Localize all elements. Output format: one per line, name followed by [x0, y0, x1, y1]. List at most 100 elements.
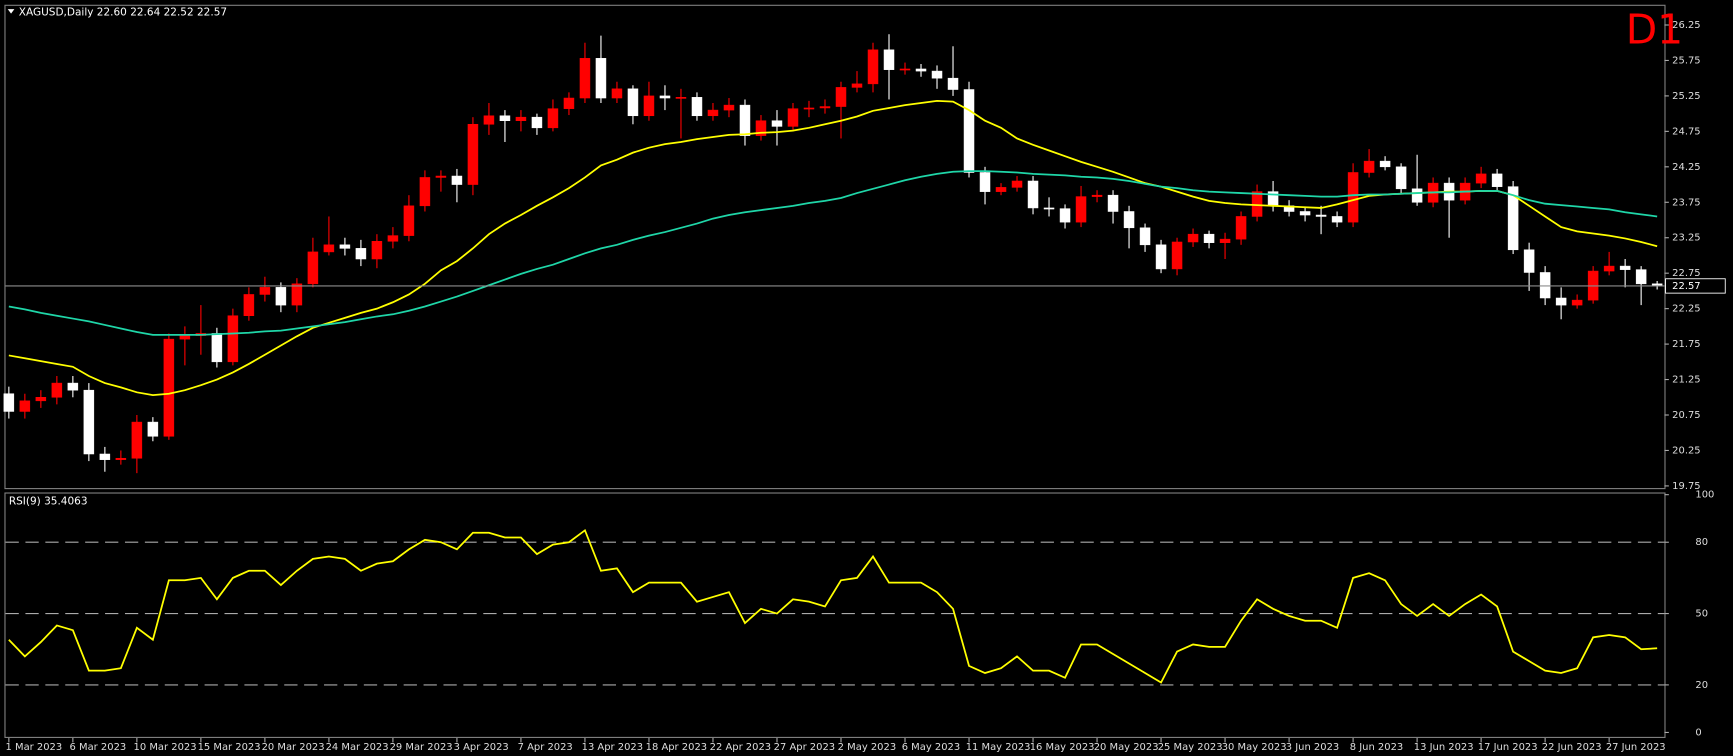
candle-body	[531, 116, 543, 129]
candle-body	[1219, 238, 1231, 243]
candle-body	[1091, 194, 1103, 197]
candle-body	[355, 248, 367, 260]
candle-body	[211, 333, 223, 363]
x-tick-label: 20 May 2023	[1094, 742, 1159, 753]
candle-body	[1011, 180, 1023, 188]
candle-body	[803, 107, 815, 110]
y-tick-label: 22.75	[1672, 268, 1700, 279]
rsi-panel-frame	[4, 492, 1666, 738]
y-tick-label: 22.25	[1672, 304, 1700, 315]
candle-body	[755, 120, 767, 136]
candle-body	[579, 58, 591, 99]
y-tick-label: 23.75	[1672, 197, 1700, 208]
candle-body	[771, 120, 783, 127]
candle-body	[995, 187, 1007, 192]
x-tick-label: 10 Mar 2023	[134, 742, 197, 753]
x-tick-label: 6 May 2023	[902, 742, 960, 753]
candle-body	[1331, 216, 1343, 223]
candle-body	[515, 116, 527, 122]
candle-body	[499, 115, 511, 122]
candle-body	[1395, 166, 1407, 190]
candle-body	[563, 97, 575, 109]
candle-body	[627, 88, 639, 117]
main-panel-frame	[4, 4, 1666, 490]
candle-body	[1155, 244, 1167, 270]
menu-arrow	[7, 9, 15, 14]
candle-body	[1507, 186, 1519, 251]
y-tick-label: 25.25	[1672, 91, 1700, 102]
candle-body	[259, 287, 271, 295]
y-tick-label: 80	[1695, 537, 1708, 548]
candle-body	[435, 175, 447, 178]
candle-body	[643, 95, 655, 117]
y-tick-label: 20	[1695, 680, 1708, 691]
candle-body	[1251, 191, 1263, 217]
candle-body	[483, 115, 495, 125]
y-tick-label: 23.25	[1672, 233, 1700, 244]
candle-body	[739, 104, 751, 136]
x-tick-label: 27 Jun 2023	[1606, 742, 1666, 753]
candle-body	[275, 287, 287, 306]
candle-body	[1523, 249, 1535, 273]
candle-body	[1539, 272, 1551, 299]
candle-body	[1171, 241, 1183, 270]
x-tick-label: 29 Mar 2023	[390, 742, 453, 753]
y-tick-label: 100	[1695, 490, 1714, 501]
candle-body	[419, 177, 431, 207]
y-tick-label: 24.75	[1672, 126, 1700, 137]
y-tick-label: 20.75	[1672, 410, 1700, 421]
candle-body	[1411, 188, 1423, 203]
rsi-line	[8, 528, 1658, 684]
x-tick-label: 16 May 2023	[1030, 742, 1095, 753]
candle-body	[1299, 211, 1311, 216]
x-tick-label: 13 Apr 2023	[582, 742, 643, 753]
candle-body	[915, 68, 927, 72]
candle-body	[1379, 160, 1391, 168]
candle-body	[1315, 214, 1327, 217]
y-tick-label: 21.25	[1672, 375, 1700, 386]
x-tick-label: 15 Mar 2023	[198, 742, 261, 753]
candle-body	[1635, 269, 1647, 285]
candle-body	[1043, 207, 1055, 210]
candle-body	[1619, 265, 1631, 270]
candle-body	[883, 49, 895, 70]
candle-body	[467, 123, 479, 185]
candle-body	[179, 335, 191, 340]
candle-body	[835, 87, 847, 107]
x-tick-label: 30 May 2023	[1222, 742, 1287, 753]
candle-body	[547, 108, 559, 129]
moving-average	[8, 170, 1658, 336]
candle-body	[963, 89, 975, 173]
candle-body	[1603, 265, 1615, 272]
x-tick-label: 7 Apr 2023	[518, 742, 573, 753]
price-tag-label: 22.57	[1672, 281, 1700, 292]
candle-body	[371, 240, 383, 260]
rsi-title: RSI(9) 35.4063	[9, 495, 88, 507]
price-tag	[1665, 278, 1726, 294]
candle-body	[947, 77, 959, 90]
y-tick-label: 21.75	[1672, 339, 1700, 350]
candle-body	[403, 205, 415, 236]
candle-body	[723, 104, 735, 111]
candle-body	[99, 453, 111, 460]
candle-body	[1123, 211, 1135, 229]
candle-body	[1027, 180, 1039, 209]
candle-body	[35, 396, 47, 402]
candle-body	[1203, 233, 1215, 243]
y-tick-label: 24.25	[1672, 162, 1700, 173]
x-tick-label: 25 May 2023	[1158, 742, 1223, 753]
candle-body	[1075, 196, 1087, 223]
y-tick-label: 50	[1695, 609, 1708, 620]
y-tick-label: 20.25	[1672, 445, 1700, 456]
candle-body	[867, 49, 879, 85]
candle-body	[51, 382, 63, 398]
candle-body	[131, 421, 143, 459]
x-tick-label: 17 Jun 2023	[1478, 742, 1538, 753]
candle-body	[243, 294, 255, 317]
candle-body	[307, 251, 319, 285]
candle-body	[163, 338, 175, 437]
x-tick-label: 18 Apr 2023	[646, 742, 707, 753]
